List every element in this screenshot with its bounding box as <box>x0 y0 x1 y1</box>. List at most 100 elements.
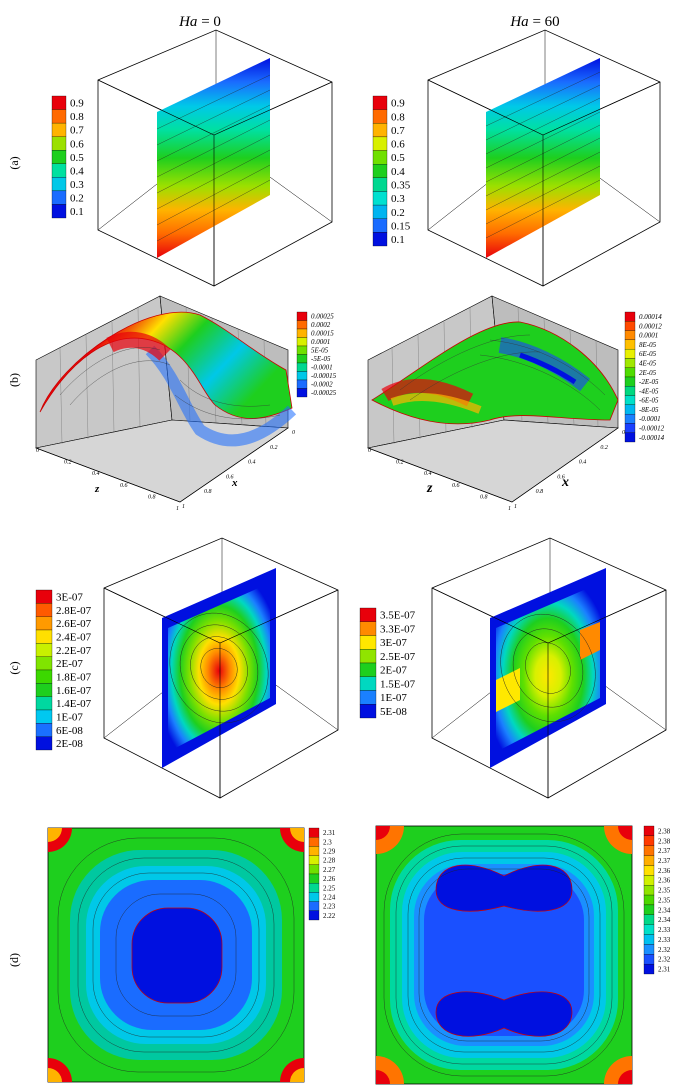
legend-label: 2.2E-07 <box>56 645 92 657</box>
legend-swatch <box>359 704 377 719</box>
legend-swatch <box>51 136 67 151</box>
legend-d-right: 2.38 2.38 2.37 2.37 2.36 2.36 2.352.35 2.34 2.34… <box>643 825 671 975</box>
legend-label: 1.6E-07 <box>56 685 92 697</box>
axis-tick-z: 0.6 <box>120 483 128 489</box>
legend-swatch <box>624 432 636 443</box>
legend-label: 2.34 <box>658 916 671 924</box>
column-title-right: Ha = 60 <box>509 14 559 30</box>
legend-swatch <box>51 109 67 124</box>
axis-tick-x: 1 <box>182 504 185 510</box>
legend-label: 2.38 <box>658 837 671 845</box>
legend-swatch <box>372 177 388 192</box>
axis-tick-z: 1 <box>176 506 179 512</box>
legend-label: -0.00014 <box>639 434 665 442</box>
legend-label: -8E-05 <box>639 406 659 414</box>
legend-swatch <box>643 954 655 965</box>
legend-swatch <box>35 683 53 697</box>
legend-swatch <box>296 311 308 321</box>
legend-label: 0.00015 <box>311 330 334 338</box>
legend-swatch <box>372 150 388 165</box>
slice-surface <box>157 58 270 258</box>
legend-swatch <box>359 690 377 705</box>
axis-tick-z: 0.6 <box>452 483 460 489</box>
contour-lines <box>156 74 271 242</box>
legend-swatch <box>624 311 636 322</box>
legend-swatch <box>308 910 320 921</box>
legend-label: -2E-05 <box>639 378 659 386</box>
legend-swatch <box>372 95 388 110</box>
legend-swatch <box>359 676 377 691</box>
legend-label: 2E-07 <box>380 665 407 677</box>
panel-b-left: z x 000.20.20.40.40.60.60.80.81 1 0.00025… <box>34 295 337 512</box>
legend-label: 2.5E-07 <box>380 651 416 663</box>
legend-label: 5E-08 <box>380 706 407 718</box>
legend-swatch <box>643 865 655 876</box>
legend-swatch <box>624 330 636 341</box>
legend-d-left: 2.312.32.29 2.282.272.262.252.24 2.232.22 <box>308 827 336 921</box>
legend-swatch <box>643 934 655 945</box>
legend-swatch <box>624 348 636 359</box>
axis-ticks-b-left: 0 0 0.2 0.2 0.4 0.4 0.6 0.6 0.8 0.8 1 1 <box>36 430 295 512</box>
legend-label: 3.5E-07 <box>380 610 416 622</box>
legend-label: -6E-05 <box>639 397 659 405</box>
axis-tick-z: 0.2 <box>64 460 72 466</box>
legend-swatch <box>359 662 377 677</box>
legend-a-right: 0.90.8 0.7 0.60.5 0.40.35 0.3 0.20.15 0.1 <box>372 95 411 247</box>
legend-label: 2.32 <box>658 956 671 964</box>
legend-label: 8E-05 <box>639 341 657 349</box>
legend-swatch <box>372 191 388 206</box>
panel-c-right: 3.5E-073.3E-07 3E-07 2.5E-07 2E-071.5E-07 1E… <box>359 537 667 799</box>
legend-swatch <box>296 379 308 389</box>
legend-label: 2.33 <box>658 936 671 944</box>
legend-swatch <box>35 669 53 684</box>
legend-label: 2.28 <box>323 857 336 865</box>
legend-label: 0.5 <box>391 152 405 164</box>
panel-a-right: 0.90.8 0.7 0.60.5 0.40.35 0.3 0.20.15 0.1 <box>372 29 661 287</box>
legend-label: 1.5E-07 <box>380 678 416 690</box>
legend-label: 2.37 <box>658 847 671 855</box>
axis-tick-x: 0.2 <box>600 445 608 451</box>
legend-swatch <box>624 358 636 368</box>
legend-label: 2.37 <box>658 857 671 865</box>
axis-tick-z: 0.4 <box>92 470 100 477</box>
legend-label: 0.6 <box>70 138 84 150</box>
legend-swatch <box>51 177 67 192</box>
legend-swatch <box>359 607 377 622</box>
legend-swatch <box>624 386 636 396</box>
legend-label: -0.0001 <box>639 415 661 423</box>
corner-hotspots <box>48 828 304 1082</box>
legend-swatch <box>51 122 67 137</box>
axis-tick-x: 0.4 <box>579 459 587 466</box>
axis-label-z-left: z <box>94 483 100 495</box>
legend-label: -4E-05 <box>639 387 659 395</box>
legend-label: 4E-05 <box>639 360 657 368</box>
legend-label: 2.24 <box>323 893 336 901</box>
corner-hotspots <box>376 826 632 1084</box>
legend-label: 0.15 <box>391 220 411 232</box>
axis-tick-z: 0.4 <box>424 470 432 477</box>
legend-label: 0.7 <box>70 125 84 137</box>
legend-label: -0.0002 <box>311 381 333 389</box>
legend-label: 0.1 <box>391 234 405 246</box>
legend-label: 0.8 <box>70 111 84 123</box>
legend-swatch <box>51 163 67 178</box>
legend-swatch <box>51 95 67 110</box>
legend-label: 0.0001 <box>311 338 330 346</box>
legend-swatch <box>51 150 67 164</box>
legend-swatch <box>643 825 655 837</box>
row-label-a: (a) <box>7 156 21 169</box>
row-label-c: (c) <box>7 661 21 674</box>
legend-label: 0.4 <box>70 165 84 177</box>
legend-label: 0.0002 <box>311 321 331 329</box>
legend-swatch <box>35 603 53 617</box>
legend-swatch <box>296 388 308 398</box>
legend-swatch <box>296 328 308 338</box>
legend-label: 6E-08 <box>56 725 83 737</box>
legend-swatch <box>308 827 320 838</box>
legend-label: 0.4 <box>391 166 405 178</box>
legend-swatch <box>359 635 377 650</box>
legend-swatch <box>308 837 320 847</box>
legend-label: 2.34 <box>658 906 671 914</box>
legend-label: 0.35 <box>391 179 411 191</box>
